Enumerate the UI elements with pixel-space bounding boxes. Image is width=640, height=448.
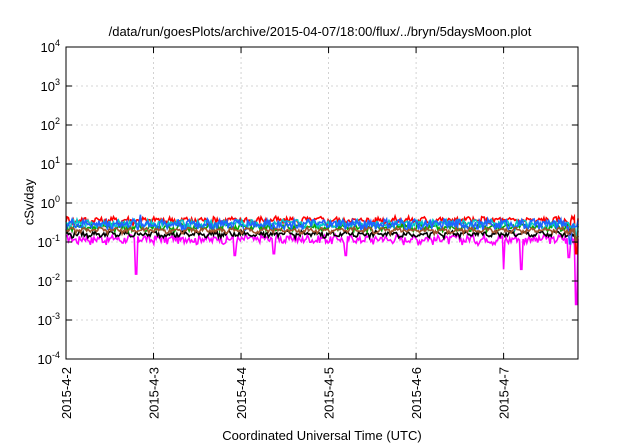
x-tick-label: 2015-4-5 [322,367,337,419]
x-tick-label: 2015-4-6 [409,367,424,419]
x-tick-label: 2015-4-4 [234,367,249,419]
y-tick-label: 101 [41,155,60,172]
y-tick-label: 102 [41,116,60,133]
y-tick-label: 10-4 [38,350,60,367]
y-tick-label: 103 [41,77,60,94]
y-tick-label: 10-2 [38,272,60,289]
y-tick-label: 10-1 [38,233,60,250]
series-line-1 [65,231,579,306]
x-tick-label: 2015-4-2 [59,367,74,419]
y-axis-label: cSv/day [21,178,37,226]
series-line-5 [65,216,579,236]
y-tick-label: 104 [41,38,60,55]
series-line-7 [65,225,579,243]
y-tick-label: 10-3 [38,311,60,328]
chart-title: /data/run/goesPlots/archive/2015-04-07/1… [108,24,532,39]
x-tick-label: 2015-4-3 [147,367,162,419]
series-line-6 [65,214,579,245]
series-line-2 [65,213,579,255]
y-tick-label: 100 [41,194,60,211]
x-axis-label: Coordinated Universal Time (UTC) [222,428,422,443]
x-tick-label: 2015-4-7 [497,367,512,419]
